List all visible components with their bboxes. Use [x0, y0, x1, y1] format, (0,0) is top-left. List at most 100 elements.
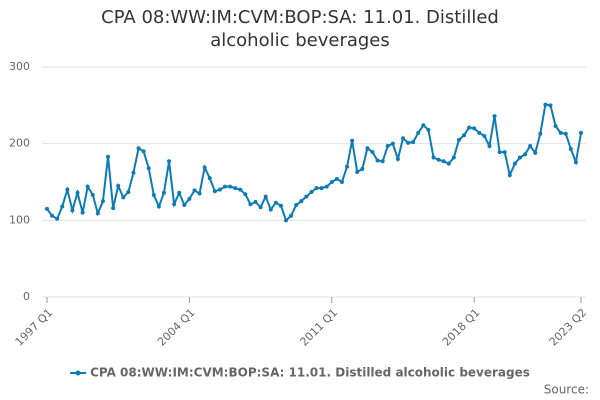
data-point: [167, 159, 172, 164]
data-point: [472, 126, 477, 131]
data-point: [528, 143, 533, 148]
data-point: [350, 138, 355, 143]
data-point: [65, 187, 70, 192]
data-point: [248, 202, 253, 207]
data-point: [207, 176, 212, 181]
series-line: [46, 103, 582, 223]
data-point: [151, 193, 156, 198]
data-point: [202, 165, 207, 170]
data-point: [446, 161, 451, 166]
data-point: [462, 133, 467, 138]
data-point: [289, 213, 294, 218]
legend-marker: [75, 370, 81, 376]
data-point: [370, 150, 375, 155]
x-tick-label: 1997 Q1: [13, 306, 56, 349]
data-point: [360, 166, 365, 171]
data-point: [380, 159, 385, 164]
x-tick-label: 2023 Q2: [547, 306, 590, 349]
data-point: [126, 189, 131, 194]
data-point: [268, 207, 273, 212]
data-point: [451, 155, 456, 160]
data-point: [406, 140, 411, 145]
data-point: [70, 208, 75, 213]
data-point: [223, 184, 227, 189]
data-point: [243, 192, 248, 197]
data-point: [467, 125, 472, 130]
data-point: [228, 184, 233, 189]
data-point: [253, 199, 258, 204]
data-point: [553, 124, 558, 129]
legend-label: CPA 08:WW:IM:CVM:BOP:SA: 11.01. Distille…: [90, 366, 530, 380]
data-point: [507, 173, 512, 178]
data-point: [233, 186, 238, 191]
data-point: [568, 147, 573, 152]
data-point: [258, 205, 263, 210]
data-point: [60, 204, 65, 209]
data-point: [416, 130, 421, 135]
data-point: [284, 218, 289, 223]
data-point: [106, 154, 111, 159]
data-point: [329, 180, 334, 184]
data-point: [548, 103, 553, 108]
data-point: [411, 140, 416, 145]
data-point: [136, 146, 141, 151]
data-point: [304, 194, 309, 199]
data-point: [278, 203, 283, 208]
data-point: [441, 159, 446, 164]
data-point: [339, 180, 344, 184]
data-point: [50, 213, 55, 218]
data-point: [421, 123, 426, 128]
source: Source:: [544, 383, 589, 397]
data-point: [375, 158, 380, 163]
data-point: [192, 188, 197, 193]
data-point: [217, 187, 222, 192]
data-point: [172, 202, 177, 207]
chart-title: CPA 08:WW:IM:CVM:BOP:SA: 11.01. Distille…: [101, 7, 499, 51]
data-point: [355, 170, 360, 175]
data-point: [533, 150, 538, 155]
data-point: [487, 143, 492, 148]
data-point: [385, 143, 390, 148]
data-point: [197, 191, 202, 196]
data-point: [579, 130, 583, 135]
y-tick-label: 200: [9, 137, 30, 150]
data-point: [314, 186, 319, 191]
data-point: [365, 146, 370, 151]
data-point: [294, 203, 299, 207]
y-tick-label: 0: [23, 290, 30, 303]
data-point: [156, 204, 161, 209]
data-point: [426, 127, 431, 132]
data-point: [146, 166, 151, 171]
y-tick-label: 300: [9, 60, 30, 73]
data-point: [477, 130, 482, 135]
data-point: [182, 203, 187, 207]
data-point: [492, 114, 497, 119]
data-point: [90, 193, 95, 198]
data-point: [512, 161, 517, 166]
y-tick-label: 100: [9, 213, 30, 226]
data-point: [431, 155, 436, 160]
data-point: [502, 150, 507, 155]
data-point: [45, 206, 49, 211]
x-tick-label: 2018 Q1: [440, 306, 483, 349]
data-point: [121, 195, 126, 200]
data-point: [273, 200, 278, 205]
data-point: [141, 149, 146, 154]
data-point: [395, 157, 400, 161]
data-point: [75, 190, 80, 195]
data-point: [95, 211, 100, 216]
data-point: [319, 186, 324, 191]
data-point: [517, 155, 522, 160]
data-point: [390, 141, 395, 146]
data-point: [558, 130, 563, 135]
data-point: [187, 196, 192, 201]
data-point: [309, 189, 314, 194]
data-point: [100, 199, 105, 204]
data-point: [299, 199, 304, 204]
data-point: [543, 102, 548, 107]
data-point: [263, 194, 268, 199]
data-point: [324, 184, 329, 189]
x-tick-label: 2011 Q1: [298, 306, 341, 349]
